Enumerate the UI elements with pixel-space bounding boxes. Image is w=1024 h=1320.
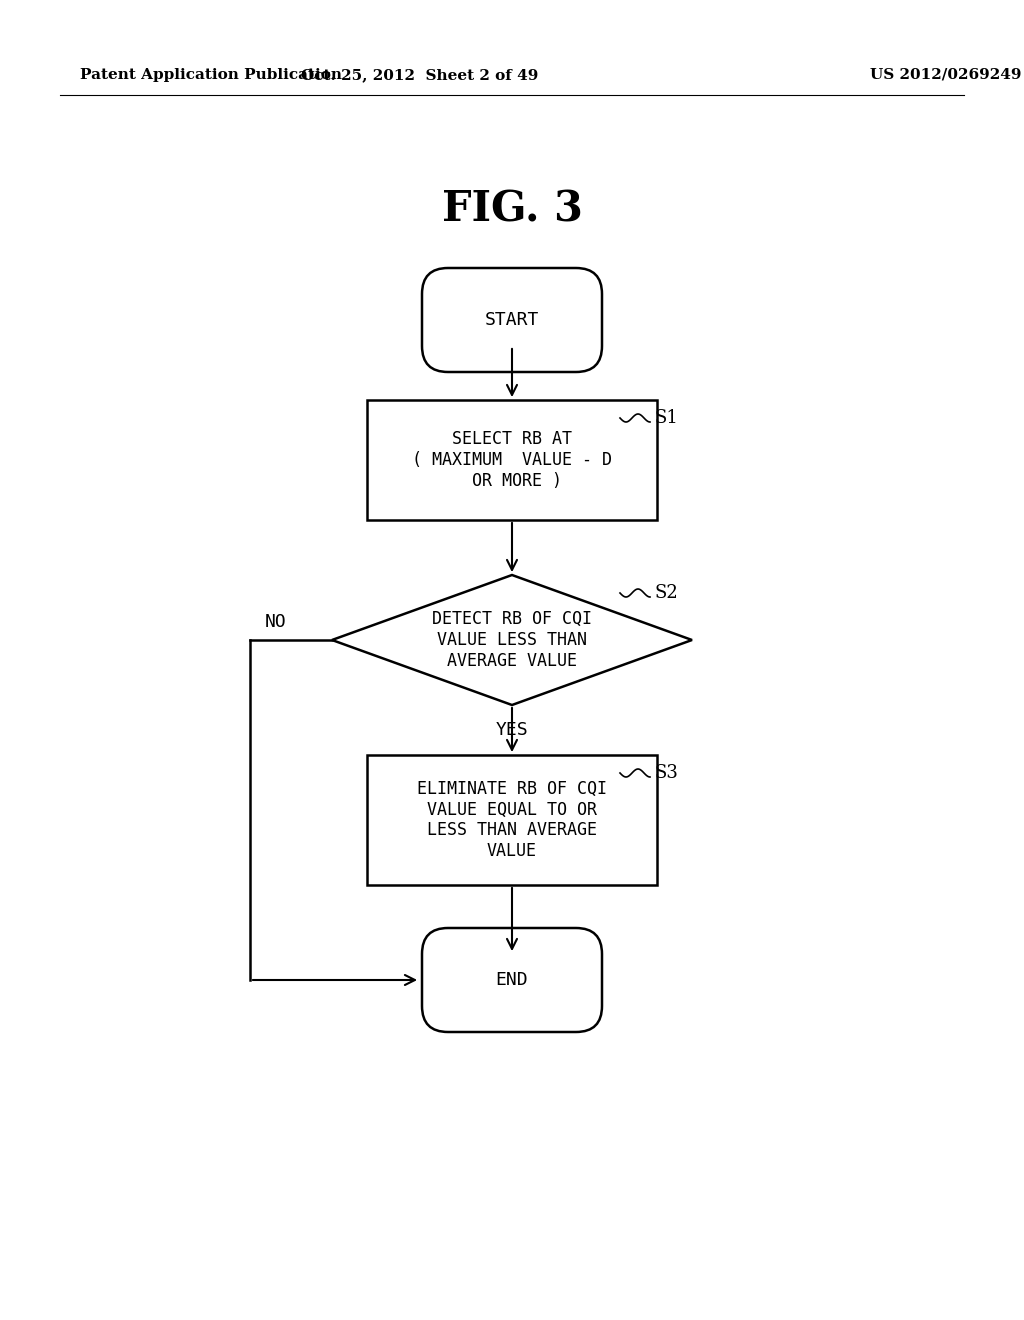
Text: YES: YES xyxy=(496,721,528,739)
Text: START: START xyxy=(484,312,540,329)
Text: Oct. 25, 2012  Sheet 2 of 49: Oct. 25, 2012 Sheet 2 of 49 xyxy=(301,69,539,82)
Polygon shape xyxy=(332,576,692,705)
Text: DETECT RB OF CQI
VALUE LESS THAN
AVERAGE VALUE: DETECT RB OF CQI VALUE LESS THAN AVERAGE… xyxy=(432,610,592,669)
Text: END: END xyxy=(496,972,528,989)
Bar xyxy=(367,755,657,884)
Text: S1: S1 xyxy=(655,409,679,426)
Text: US 2012/0269249 A1: US 2012/0269249 A1 xyxy=(870,69,1024,82)
FancyBboxPatch shape xyxy=(422,268,602,372)
Text: Patent Application Publication: Patent Application Publication xyxy=(80,69,342,82)
Text: SELECT RB AT
( MAXIMUM  VALUE - D
 OR MORE ): SELECT RB AT ( MAXIMUM VALUE - D OR MORE… xyxy=(412,430,612,490)
Bar xyxy=(367,400,657,520)
Text: FIG. 3: FIG. 3 xyxy=(441,189,583,231)
Text: S3: S3 xyxy=(655,764,679,781)
Text: S2: S2 xyxy=(655,583,679,602)
Text: NO: NO xyxy=(265,612,287,631)
FancyBboxPatch shape xyxy=(422,928,602,1032)
Text: ELIMINATE RB OF CQI
VALUE EQUAL TO OR
LESS THAN AVERAGE
VALUE: ELIMINATE RB OF CQI VALUE EQUAL TO OR LE… xyxy=(417,780,607,861)
